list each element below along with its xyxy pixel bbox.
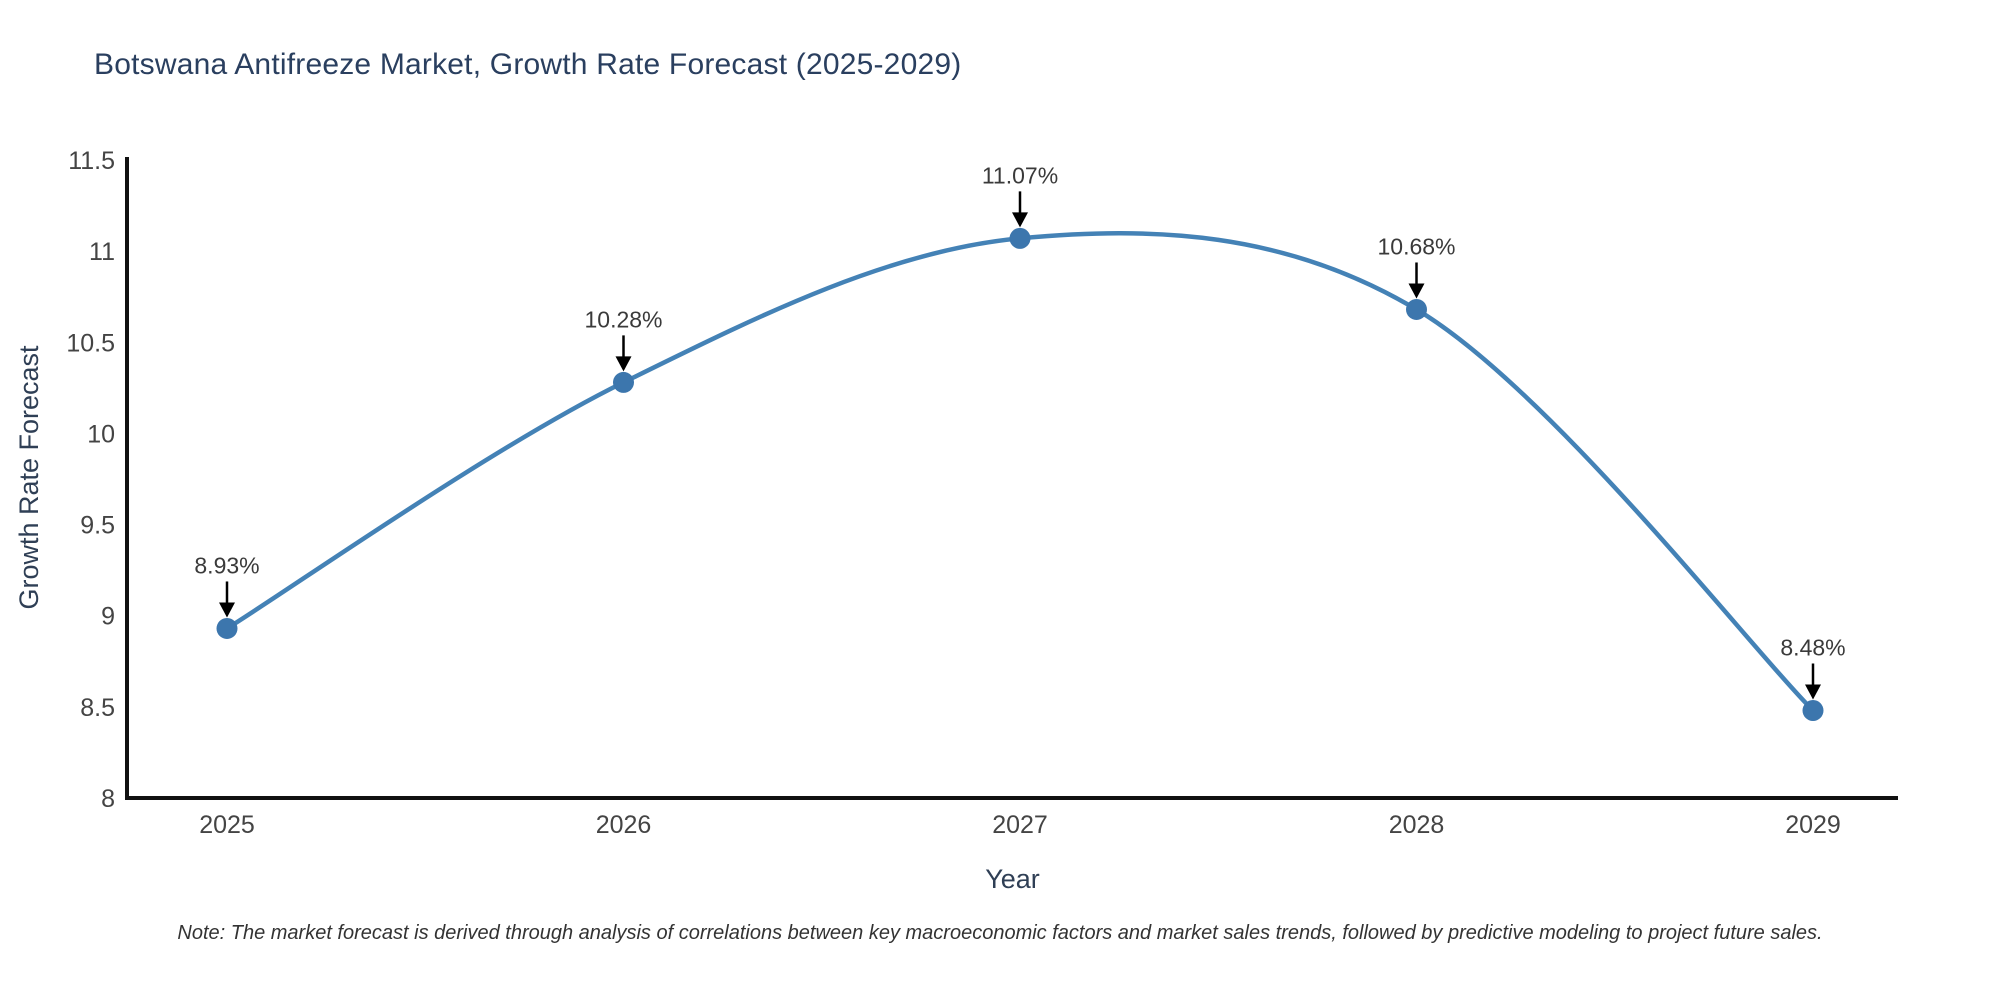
point-label-2026: 10.28% xyxy=(584,306,662,332)
y-tick-label-9: 9 xyxy=(101,603,115,631)
point-label-2029: 8.48% xyxy=(1780,635,1845,661)
y-tick-label-10: 10 xyxy=(87,420,115,448)
data-point-2028[interactable] xyxy=(1406,298,1427,320)
data-point-2027[interactable] xyxy=(1009,227,1031,249)
x-tick-label-2029: 2029 xyxy=(1785,811,1841,839)
x-tick-label-2026: 2026 xyxy=(596,811,652,839)
annotation-arrowhead-icon xyxy=(615,356,632,372)
x-tick-label-2025: 2025 xyxy=(199,811,255,839)
x-tick-label-2028: 2028 xyxy=(1389,811,1445,839)
y-tick-label-8: 8 xyxy=(101,785,115,813)
annotation-arrowhead-icon xyxy=(219,602,235,618)
y-tick-label-11.5: 11.5 xyxy=(68,147,115,175)
annotation-arrowhead-icon xyxy=(1012,212,1028,228)
annotation-arrowhead-icon xyxy=(1408,283,1425,299)
x-tick-label-2027: 2027 xyxy=(992,811,1048,839)
chart-title: Botswana Antifreeze Market, Growth Rate … xyxy=(94,48,962,81)
annotation-arrowhead-icon xyxy=(1805,684,1821,700)
y-tick-label-8.5: 8.5 xyxy=(80,694,115,722)
footnote: Note: The market forecast is derived thr… xyxy=(177,922,1823,944)
y-tick-label-11: 11 xyxy=(89,238,115,266)
data-point-2025[interactable] xyxy=(216,617,238,639)
trend-line xyxy=(224,231,1816,713)
y-tick-label-9.5: 9.5 xyxy=(80,512,115,540)
y-axis-title: Growth Rate Forecast xyxy=(14,345,44,610)
point-label-2028: 10.68% xyxy=(1377,233,1455,259)
x-axis-title: Year xyxy=(985,864,1040,894)
data-point-2026[interactable] xyxy=(613,371,634,393)
point-label-2025: 8.93% xyxy=(194,552,259,578)
point-label-2027: 11.07% xyxy=(982,162,1058,188)
y-tick-label-10.5: 10.5 xyxy=(66,329,115,357)
data-point-2029[interactable] xyxy=(1802,700,1824,722)
